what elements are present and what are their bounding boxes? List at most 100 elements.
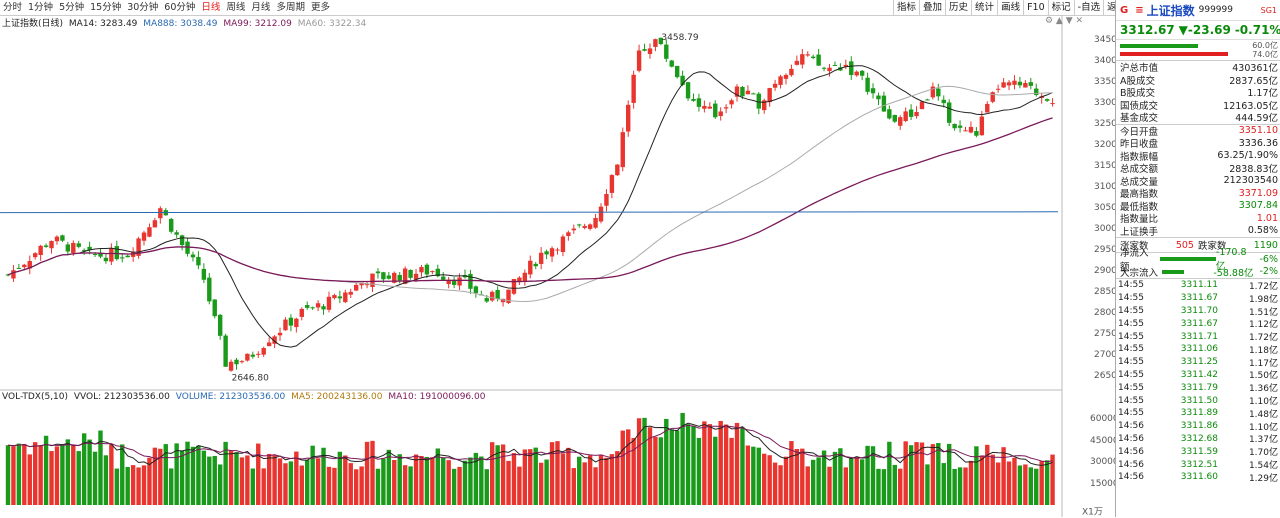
candle-body — [876, 95, 881, 100]
period-tab-2[interactable]: 5分钟 — [59, 2, 85, 13]
tick-row[interactable]: 14:55 3311.06 1.18亿 — [1116, 343, 1280, 356]
candle-body — [473, 286, 479, 294]
candle-body — [636, 50, 642, 71]
stats2-row: 上证换手 0.58% — [1116, 225, 1280, 238]
tick-row[interactable]: 14:55 3311.11 1.72亿 — [1116, 279, 1280, 292]
tick-row[interactable]: 14:55 3311.67 1.98亿 — [1116, 292, 1280, 305]
candle-body — [114, 246, 120, 260]
candle-body — [484, 298, 489, 302]
period-tab-1[interactable]: 1分钟 — [28, 2, 54, 13]
candle-body — [723, 107, 729, 109]
period-tab-4[interactable]: 30分钟 — [127, 2, 159, 13]
volume-bar — [658, 437, 664, 505]
candle-body — [207, 277, 212, 302]
tick-row[interactable]: 14:56 3312.51 1.54亿 — [1116, 458, 1280, 472]
candle-body — [441, 276, 446, 280]
candle-body — [147, 227, 152, 237]
period-tab-5[interactable]: 60分钟 — [164, 2, 196, 13]
tick-row[interactable]: 14:56 3311.60 1.29亿 — [1116, 471, 1280, 484]
candle-body — [647, 48, 653, 54]
tool-button-7[interactable]: -自选 — [1073, 0, 1103, 15]
candle-body — [54, 236, 60, 242]
candle-body — [772, 83, 778, 88]
volume-bar — [843, 467, 849, 505]
tick-row[interactable]: 14:55 3311.89 1.48亿 — [1116, 407, 1280, 420]
tool-button-5[interactable]: F10 — [1023, 0, 1048, 15]
tool-button-0[interactable]: 指标 — [893, 0, 919, 15]
period-tab-3[interactable]: 15分钟 — [90, 2, 122, 13]
period-tab-9[interactable]: 多周期 — [276, 2, 305, 13]
tick-volume: 1.10亿 — [1248, 422, 1278, 433]
period-tab-10[interactable]: 更多 — [310, 2, 330, 13]
tick-row[interactable]: 14:55 3311.50 1.10亿 — [1116, 394, 1280, 408]
volume-bar — [353, 469, 359, 505]
stats-value: 444.59亿 — [1235, 113, 1278, 125]
volume-bar — [457, 466, 462, 505]
volume-bar — [941, 463, 946, 505]
candle-body — [745, 90, 751, 95]
candle-body — [500, 298, 506, 303]
candle-body — [952, 123, 957, 129]
price-tick-label: 2900 — [1094, 265, 1117, 276]
volume-bar — [680, 412, 685, 505]
period-tab-8[interactable]: 月线 — [251, 2, 271, 13]
candle-body — [261, 348, 266, 355]
candle-body — [707, 106, 713, 109]
vol-legend-ma5: MA5: 200243136.00 — [291, 392, 383, 402]
tick-row[interactable]: 14:55 3311.71 1.72亿 — [1116, 330, 1280, 344]
candle-body — [1028, 82, 1033, 86]
stats-label: 沪总市值 — [1120, 63, 1159, 75]
candle-body — [419, 267, 424, 273]
tool-button-3[interactable]: 统计 — [971, 0, 997, 15]
tick-row[interactable]: 14:56 3311.86 1.10亿 — [1116, 420, 1280, 433]
period-tab-6[interactable]: 日线 — [201, 2, 221, 13]
candle-body — [1001, 82, 1006, 88]
candle-body — [109, 248, 114, 262]
volume-bar — [147, 457, 152, 505]
chart-control-icons[interactable]: ⚙ ▲ ▼ ✕ — [1045, 16, 1084, 26]
candle-body — [430, 271, 435, 273]
index-name[interactable]: 上证指数 — [1146, 3, 1195, 18]
tick-row[interactable]: 14:55 3311.67 1.12亿 — [1116, 317, 1280, 331]
volume-bar — [484, 469, 489, 505]
tick-row[interactable]: 14:55 3311.70 1.51亿 — [1116, 305, 1280, 318]
candle-body — [392, 272, 397, 283]
tool-button-6[interactable]: 标记 — [1047, 0, 1074, 15]
tick-price: 3312.51 — [1180, 459, 1218, 470]
volume-bar — [946, 443, 952, 505]
candle-body — [778, 76, 783, 85]
tool-button-2[interactable]: 历史 — [945, 0, 971, 15]
candle-body — [685, 82, 691, 99]
candle-body — [446, 279, 451, 284]
candle-body — [76, 243, 81, 247]
tool-button-4[interactable]: 画线 — [997, 0, 1023, 15]
period-tab-0[interactable]: 分时 — [3, 2, 23, 13]
tick-row[interactable]: 14:55 3311.79 1.36亿 — [1116, 381, 1280, 395]
tick-volume: 1.70亿 — [1248, 448, 1278, 459]
tick-row[interactable]: 14:55 3311.25 1.17亿 — [1116, 356, 1280, 369]
tool-button-1[interactable]: 叠加 — [919, 0, 945, 15]
tick-row[interactable]: 14:56 3312.68 1.37亿 — [1116, 433, 1280, 446]
candle-body — [234, 359, 239, 365]
tick-list[interactable]: 14:55 3311.11 1.72亿 14:55 3311.67 1.98亿 14:55 3… — [1116, 278, 1280, 484]
volume-bar — [413, 454, 419, 505]
volume-bar — [348, 463, 353, 505]
tick-price: 3312.68 — [1180, 433, 1218, 444]
tick-row[interactable]: 14:56 3311.59 1.70亿 — [1116, 445, 1280, 459]
menu-icon[interactable]: ≡ — [1135, 4, 1144, 16]
fall-count: 1190 — [1253, 239, 1278, 251]
volume-bar — [544, 459, 549, 505]
price-tick-label: 2950 — [1094, 244, 1117, 255]
kline-chart[interactable]: 3458.79 2646.80 — [0, 0, 1115, 517]
volume-bar — [343, 455, 348, 505]
volume-bar — [577, 456, 582, 505]
tick-time: 14:55 — [1118, 344, 1144, 355]
candle-body — [38, 245, 43, 256]
volume-bar — [402, 465, 408, 505]
period-tab-7[interactable]: 周线 — [226, 2, 246, 13]
candle-body — [120, 257, 125, 259]
volume-bar — [898, 468, 903, 505]
market-stats: 沪总市值 430361亿 A股成交 2837.65亿 B股成交 1.17亿 国债成交 1216… — [1116, 61, 1280, 124]
tick-row[interactable]: 14:55 3311.42 1.50亿 — [1116, 369, 1280, 382]
index-stats: 今日开盘 3351.10 昨日收盘 3336.36 指数振幅 63.25/1.90% 总成交… — [1116, 123, 1280, 238]
